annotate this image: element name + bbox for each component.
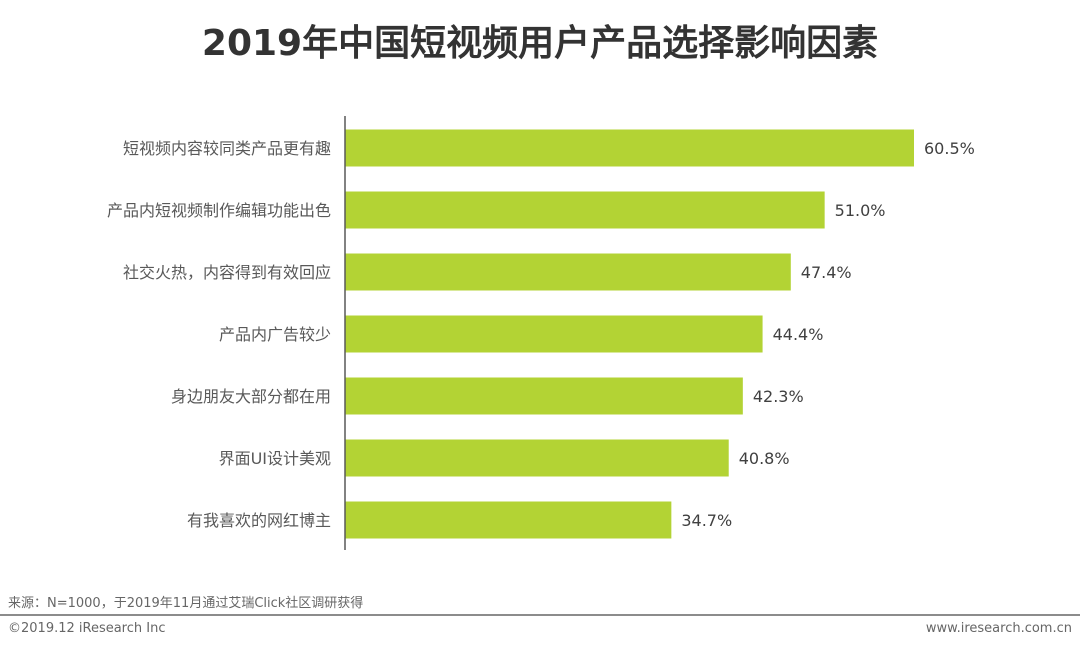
value-label: 60.5% — [924, 139, 975, 158]
bar — [345, 501, 672, 539]
bar — [345, 129, 914, 167]
bar — [345, 439, 729, 477]
category-label: 短视频内容较同类产品更有趣 — [123, 139, 331, 158]
value-label: 44.4% — [773, 325, 824, 344]
category-label: 产品内广告较少 — [219, 325, 331, 344]
bar — [345, 191, 825, 229]
website-link[interactable]: www.iresearch.com.cn — [925, 621, 1072, 636]
footer-divider — [0, 614, 1080, 616]
bar — [345, 253, 791, 291]
category-label: 身边朋友大部分都在用 — [171, 387, 331, 406]
value-label: 51.0% — [835, 201, 886, 220]
category-label: 产品内短视频制作编辑功能出色 — [107, 201, 331, 220]
chart-title: 2019年中国短视频用户产品选择影响因素 — [201, 23, 879, 64]
category-label: 社交火热，内容得到有效回应 — [123, 263, 331, 282]
value-label: 42.3% — [753, 387, 804, 406]
value-label: 40.8% — [739, 449, 790, 468]
source-note: 来源：N=1000，于2019年11月通过艾瑞Click社区调研获得 — [8, 596, 364, 611]
bar — [345, 315, 763, 353]
value-label: 47.4% — [801, 263, 852, 282]
bar — [345, 377, 743, 415]
value-label: 34.7% — [681, 511, 732, 530]
category-label: 界面UI设计美观 — [219, 449, 331, 468]
category-label: 有我喜欢的网红博主 — [187, 511, 331, 530]
copyright: ©2019.12 iResearch Inc — [8, 621, 166, 636]
